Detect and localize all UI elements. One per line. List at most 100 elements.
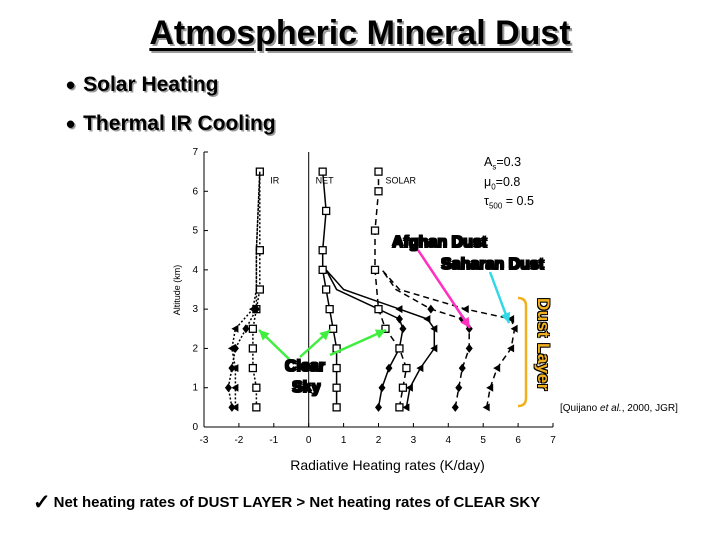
data-point (332, 383, 341, 392)
footer-text: Net heating rates of DUST LAYER > Net he… (53, 494, 541, 511)
data-point (318, 167, 327, 176)
bullet-label: Thermal IR Cooling (83, 112, 276, 135)
series-line-solar-clear (374, 171, 408, 408)
param-tau: τ500 = 0.5 (484, 194, 534, 211)
data-point (255, 167, 264, 176)
data-point (231, 324, 239, 333)
y-tick-label: 4 (192, 265, 198, 276)
y-tick-label: 0 (192, 422, 198, 433)
y-axis-label: Altitude (km) (172, 265, 182, 316)
data-point (430, 324, 438, 333)
data-point (252, 304, 260, 314)
citation: [Quijano et al., 2000, JGR] (560, 403, 678, 414)
data-point (395, 344, 404, 353)
data-point (416, 364, 424, 373)
data-point (395, 314, 403, 324)
data-point (227, 344, 235, 353)
data-point (248, 363, 258, 373)
saharan-dust-callout: Saharan Dust (441, 256, 545, 273)
data-point (395, 403, 404, 412)
y-tick-label: 2 (192, 343, 198, 354)
data-point (242, 324, 250, 334)
data-point (458, 363, 466, 373)
parameters-box: As=0.3 μ0=0.8 τ500 = 0.5 (484, 155, 534, 214)
data-point (385, 363, 393, 373)
y-tick-label: 6 (192, 186, 198, 197)
data-point (465, 343, 473, 353)
curve-label: IR (270, 175, 280, 185)
data-point (228, 402, 236, 412)
data-point (455, 383, 463, 393)
data-point (405, 383, 413, 392)
data-point (375, 402, 382, 412)
data-point (402, 403, 410, 412)
data-point (451, 402, 459, 412)
x-tick-label: 3 (411, 435, 417, 446)
x-tick-label: 4 (446, 435, 452, 446)
data-point (231, 343, 239, 353)
checkmark-icon: ✓ (33, 491, 51, 514)
data-point (507, 344, 515, 353)
afghan-arrow (416, 249, 472, 329)
y-tick-label: 1 (192, 383, 198, 394)
data-point (399, 324, 407, 334)
y-tick-label: 3 (192, 304, 198, 315)
x-tick-label: 6 (515, 435, 521, 446)
clear-sky-arrow-ir-head (259, 330, 270, 341)
saharan-arrow-head (500, 311, 511, 323)
y-tick-label: 5 (192, 226, 198, 237)
clear-sky-arrow-net-head (319, 330, 330, 341)
data-point (374, 304, 383, 314)
clear-sky-arrow-solar (329, 328, 387, 357)
data-point (255, 285, 264, 294)
data-point (321, 206, 331, 216)
data-point (398, 383, 408, 392)
data-point (321, 285, 331, 294)
x-axis-label: Radiative Heating rates (K/day) (290, 457, 485, 473)
bullet-solar-heating: • Solar Heating (66, 72, 218, 98)
data-point (231, 383, 239, 392)
data-point (427, 304, 435, 314)
data-point (482, 403, 490, 412)
bullet-icon: • (66, 109, 76, 139)
x-tick-label: -3 (200, 435, 209, 446)
curve-label: SOLAR (385, 175, 416, 185)
data-point (370, 226, 380, 235)
series-line-ir-clear (252, 171, 261, 408)
afghan-arrow-head (460, 316, 470, 328)
param-albedo: As=0.3 (484, 155, 522, 172)
x-tick-label: 0 (306, 435, 312, 446)
data-point (248, 305, 256, 314)
data-point (224, 383, 232, 393)
dust-layer-bracket (517, 296, 528, 408)
clear-sky-callout-line2: Sky (292, 379, 321, 396)
data-point (486, 383, 494, 392)
x-tick-label: 2 (376, 435, 382, 446)
bullet-thermal-ir-cooling: • Thermal IR Cooling (66, 111, 276, 137)
bullet-label: Solar Heating (83, 73, 219, 96)
data-point (252, 383, 261, 392)
data-point (461, 305, 469, 314)
data-point (248, 324, 258, 333)
data-point (378, 383, 386, 393)
afghan-dust-callout: Afghan Dust (392, 234, 488, 251)
data-point (423, 314, 431, 323)
param-mu: μ0=0.8 (484, 174, 521, 192)
x-tick-label: 5 (480, 435, 486, 446)
footer-statement: ✓ Net heating rates of DUST LAYER > Net … (33, 490, 540, 515)
data-point (332, 363, 341, 373)
data-point (318, 265, 327, 275)
data-point (328, 324, 338, 333)
y-tick-label: 7 (192, 147, 198, 158)
data-point (374, 187, 383, 196)
data-point (374, 167, 383, 176)
bullet-icon: • (66, 70, 76, 100)
data-point (318, 246, 327, 255)
x-tick-label: 7 (550, 435, 556, 446)
page-title: Atmospheric Mineral Dust (149, 14, 571, 52)
clear-sky-callout-line1: Clear (285, 358, 326, 375)
data-point (381, 324, 390, 333)
data-point (248, 344, 258, 353)
curve-label: NET (316, 175, 335, 185)
